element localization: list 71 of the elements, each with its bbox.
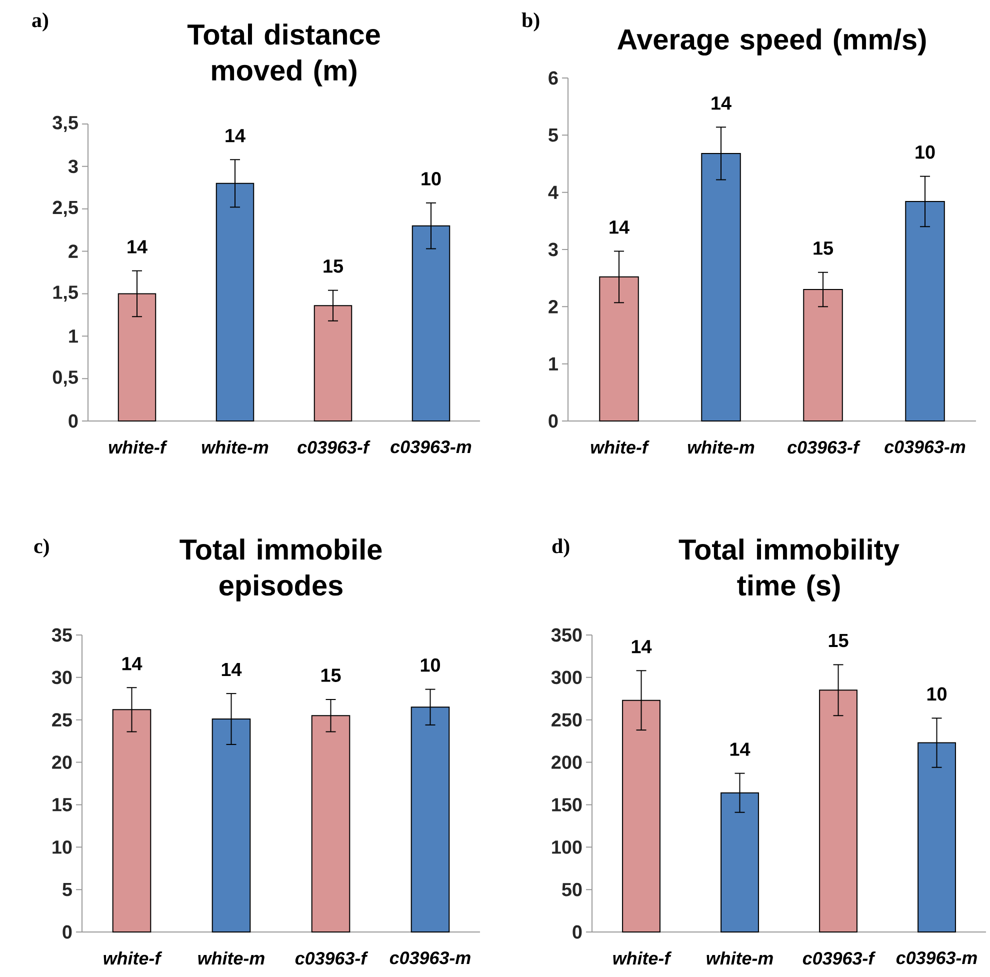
y-tick-label: 5 xyxy=(548,128,558,142)
y-tick-label: 1 xyxy=(549,357,558,370)
y-tick-label: 3,5 xyxy=(52,116,78,132)
annotation: 14 xyxy=(632,640,652,654)
annotation: 14 xyxy=(226,129,246,142)
y-tick-label: 5 xyxy=(62,882,72,896)
x-tick-label: white-f xyxy=(613,952,672,965)
y-tick-label: 30 xyxy=(52,670,72,684)
annotation: 10 xyxy=(927,687,947,701)
annotation: 10 xyxy=(916,145,935,159)
x-tick-label: white-m xyxy=(706,952,773,965)
y-tick-label: 150 xyxy=(552,798,582,812)
text: b) xyxy=(522,12,540,32)
annotation: 15 xyxy=(814,242,834,255)
text: d) xyxy=(552,538,570,558)
x-tick-label: white-m xyxy=(198,952,264,965)
x-tick-label: white-f xyxy=(104,952,162,965)
y-tick-label: 0 xyxy=(68,414,78,428)
y-tick-label: 100 xyxy=(552,840,582,854)
x-tick-label: c03963-m xyxy=(390,440,472,454)
chart-title: Average speed (mm/s) xyxy=(618,28,926,56)
x-tick-label: c03963-m xyxy=(896,952,977,964)
y-tick-label: 250 xyxy=(552,713,582,727)
text: a) xyxy=(32,12,48,32)
annotation: 15 xyxy=(324,260,343,273)
x-tick-label: c03963-f xyxy=(298,440,370,454)
y-tick-label: 0,5 xyxy=(52,370,78,387)
y-tick-label: 1,5 xyxy=(53,286,78,302)
annotation: 14 xyxy=(730,742,750,756)
annotation: 14 xyxy=(122,657,142,670)
y-tick-label: 1 xyxy=(69,330,78,343)
x-tick-label: white-f xyxy=(108,440,168,454)
chart-title: Total immobile episodes xyxy=(180,538,382,602)
y-tick-label: 15 xyxy=(52,798,72,812)
annotation: 15 xyxy=(828,634,848,648)
y-tick-label: 200 xyxy=(552,756,582,769)
y-tick-label: 2 xyxy=(548,300,558,314)
x-tick-label: c03963-f xyxy=(295,952,368,965)
annotation: 14 xyxy=(610,220,630,234)
annotation: 14 xyxy=(712,96,732,110)
y-tick-label: 3 xyxy=(68,160,78,174)
text: c) xyxy=(34,538,49,558)
y-tick-label: 4 xyxy=(548,186,558,199)
x-tick-label: c03963-f xyxy=(788,440,860,454)
y-tick-label: 0 xyxy=(62,925,72,939)
x-tick-label: white-f xyxy=(590,440,650,454)
chart-title: Total distance moved (m) xyxy=(187,24,380,86)
x-tick-label: c03963-m xyxy=(390,952,470,964)
x-tick-label: c03963-m xyxy=(884,440,966,454)
annotation: 10 xyxy=(422,172,441,186)
annotation: 14 xyxy=(128,240,148,254)
y-tick-label: 10 xyxy=(52,840,72,854)
x-tick-label: white-m xyxy=(688,440,754,454)
y-tick-label: 3 xyxy=(548,242,558,256)
y-tick-label: 6 xyxy=(548,71,558,85)
annotation: 15 xyxy=(321,668,341,682)
annotation: 10 xyxy=(420,658,440,672)
annotation: 14 xyxy=(222,663,242,676)
chart-title: Total immobility time (s) xyxy=(678,538,900,602)
y-tick-label: 2 xyxy=(68,244,78,258)
y-tick-label: 2,5 xyxy=(52,200,78,217)
y-tick-label: 20 xyxy=(52,756,72,769)
y-tick-label: 50 xyxy=(562,882,582,896)
x-tick-label: c03963-f xyxy=(802,952,876,965)
y-tick-label: 0 xyxy=(572,925,582,939)
y-tick-label: 0 xyxy=(548,414,558,428)
y-tick-label: 350 xyxy=(551,628,582,642)
y-tick-label: 25 xyxy=(52,713,72,727)
y-tick-label: 35 xyxy=(52,628,72,642)
y-tick-label: 300 xyxy=(551,670,582,684)
x-tick-label: white-m xyxy=(202,440,268,454)
